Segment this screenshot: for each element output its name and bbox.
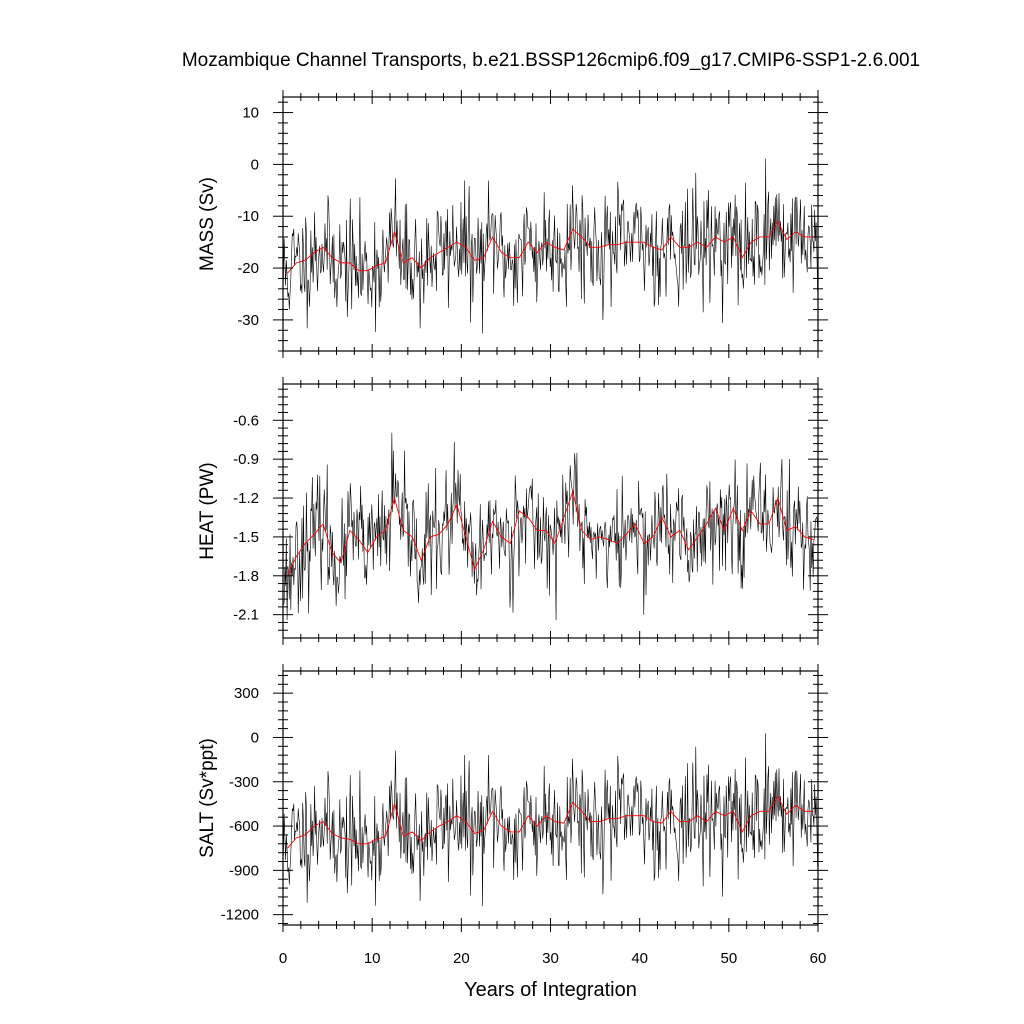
series-monthly-heat — [283, 432, 818, 621]
panel-salt: 300 0 -300 -600 -900 -1200 SALT (Sv*ppt) 0 10 20 3… — [197, 664, 828, 1001]
x-tick-label: 50 — [720, 950, 737, 967]
panel-heat: -0.6 -0.9 -1.2 -1.5 -1.8 -2.1 HEAT (PW) — [197, 377, 828, 645]
y-tick-label: -20 — [237, 260, 259, 277]
y-tick-label: 0 — [251, 156, 259, 173]
x-tick-label: 60 — [810, 950, 827, 967]
y-tick-label: -30 — [237, 312, 259, 329]
y-axis-label: MASS (Sv) — [197, 177, 218, 271]
y-tick-label: -1.5 — [233, 529, 259, 546]
chart-title: Mozambique Channel Transports, b.e21.BSS… — [182, 50, 920, 71]
y-tick-label: -1200 — [221, 907, 259, 924]
plot-frame-salt — [282, 670, 819, 926]
y-tick-label: 10 — [242, 105, 259, 122]
series-monthly-salt — [283, 733, 818, 907]
plot-frame-mass — [282, 96, 819, 352]
y-axis-label: SALT (Sv*ppt) — [197, 738, 218, 858]
y-tick-label: -2.1 — [233, 607, 259, 624]
panel-mass: 10 0 -10 -20 -30 MASS (Sv) — [197, 90, 828, 358]
series-annual-salt — [287, 795, 814, 849]
y-tick-label: -600 — [229, 818, 259, 835]
x-tick-label: 40 — [631, 950, 648, 967]
y-tick-label: 0 — [251, 729, 259, 746]
y-tick-label: -900 — [229, 862, 259, 879]
y-tick-label: -1.8 — [233, 568, 259, 585]
y-axis-label: HEAT (PW) — [197, 462, 218, 559]
y-tick-label: -10 — [237, 208, 259, 225]
y-tick-label: 300 — [234, 685, 259, 702]
y-tick-label: -1.2 — [233, 490, 259, 507]
x-axis-label: Years of Integration — [464, 979, 637, 1001]
y-tick-label: -0.9 — [233, 451, 259, 468]
panels: 10 0 -10 -20 -30 MASS (Sv) -0.6 -0.9 -1.2 -1.5 -1.… — [197, 90, 828, 1001]
series-monthly-mass — [283, 158, 818, 334]
series-annual-mass — [287, 220, 814, 274]
x-tick-label: 0 — [279, 950, 287, 967]
y-tick-label: -0.6 — [233, 412, 259, 429]
x-tick-label: 10 — [364, 950, 381, 967]
x-tick-label: 30 — [542, 950, 559, 967]
series-annual-heat — [287, 489, 814, 576]
x-tick-label: 20 — [453, 950, 470, 967]
y-tick-label: -300 — [229, 774, 259, 791]
